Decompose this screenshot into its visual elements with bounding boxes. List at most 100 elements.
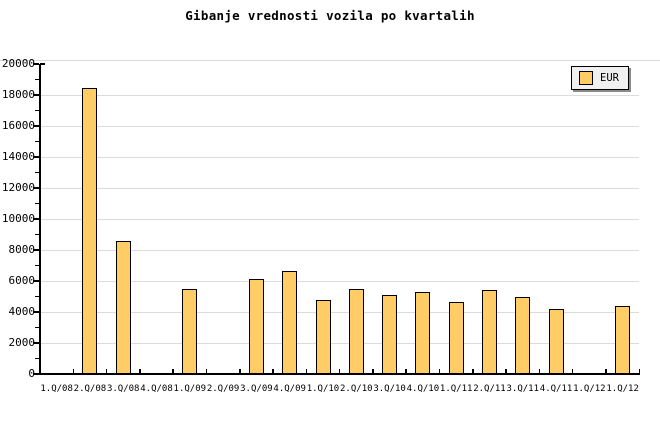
gridline	[40, 218, 640, 220]
x-axis-tick	[338, 369, 341, 374]
y-axis-minor-tick	[35, 203, 39, 204]
x-axis-label: 1.Q/08	[40, 384, 73, 394]
x-axis-line	[38, 373, 640, 375]
y-axis-line	[38, 64, 41, 374]
y-axis-tick-label: 10000	[1, 212, 35, 225]
bar	[248, 279, 264, 374]
x-axis-tick	[72, 369, 75, 374]
x-axis-label: 3.Q/11	[506, 384, 539, 394]
legend-swatch-icon	[579, 71, 593, 85]
chart-title: Gibanje vrednosti vozila po kvartalih	[185, 8, 475, 23]
x-axis-label: 1.Q/12	[573, 384, 606, 394]
legend-label: EUR	[600, 72, 619, 84]
gridline	[40, 342, 640, 344]
y-axis-major-tick	[33, 94, 39, 96]
y-axis-tick-label: 20000	[1, 57, 35, 70]
x-axis-tick	[405, 369, 407, 374]
x-axis-tick	[205, 369, 208, 374]
x-axis-tick	[472, 369, 474, 374]
bar	[415, 291, 431, 374]
y-axis-tick-label: 2000	[8, 336, 36, 349]
x-axis-tick	[139, 369, 141, 374]
y-axis-tick-label: 4000	[8, 305, 36, 318]
x-axis-label: 1.Q/10	[306, 384, 340, 394]
x-axis-label: 3.Q/08	[106, 384, 140, 394]
y-axis-tick-label: 0	[28, 367, 35, 380]
x-axis-tick	[39, 369, 41, 374]
y-axis-major-tick	[33, 156, 39, 158]
bar	[615, 305, 631, 374]
x-axis-label: 1.Q/11	[439, 384, 473, 394]
bar	[481, 290, 497, 374]
x-axis-tick	[239, 369, 241, 374]
x-axis-tick	[538, 369, 541, 374]
x-axis-label: 2.Q/11	[473, 384, 506, 394]
y-axis-minor-tick	[35, 296, 39, 297]
bar	[315, 300, 331, 374]
bar	[515, 296, 531, 374]
y-axis-minor-tick	[35, 327, 39, 328]
y-axis-major-tick	[33, 125, 39, 127]
bar	[282, 270, 298, 374]
bar	[382, 294, 398, 374]
x-axis-label: 2.Q/09	[206, 384, 240, 394]
x-axis-label: 2.Q/10	[340, 384, 373, 394]
title-separator-line	[0, 60, 660, 61]
y-axis-tick-label: 12000	[1, 181, 35, 194]
y-axis-tick-label: 8000	[8, 243, 36, 256]
legend: EUR	[571, 66, 629, 90]
x-axis-label: 1.Q/12	[606, 384, 639, 394]
bar	[182, 288, 198, 374]
x-axis-tick	[505, 369, 507, 374]
y-axis-minor-tick	[35, 141, 39, 142]
x-axis-tick	[372, 369, 374, 374]
y-axis-major-tick	[33, 311, 39, 313]
bar	[348, 288, 364, 374]
y-axis-tick-label: 14000	[1, 150, 35, 163]
x-axis-label: 4.Q/09	[273, 384, 306, 394]
gridline	[40, 125, 640, 127]
y-axis-tick-label: 6000	[8, 274, 36, 287]
x-axis-tick	[272, 369, 274, 374]
x-axis-label: 4.Q/08	[140, 384, 173, 394]
y-axis-minor-tick	[35, 79, 39, 80]
x-axis-tick	[172, 369, 174, 374]
y-axis-major-tick	[33, 280, 39, 282]
gridline	[40, 187, 640, 189]
gridline	[40, 311, 640, 313]
gridline	[40, 94, 640, 96]
x-axis-label: 3.Q/10	[373, 384, 406, 394]
gridline	[40, 156, 640, 158]
x-axis-tick	[438, 369, 441, 374]
bar	[82, 88, 98, 374]
y-axis-major-tick	[33, 187, 39, 189]
y-axis-minor-tick	[35, 172, 39, 173]
x-axis-label: 3.Q/09	[240, 384, 273, 394]
y-axis-major-tick	[33, 63, 39, 65]
y-axis-major-tick	[33, 249, 39, 251]
gridline	[40, 249, 640, 251]
y-axis-minor-tick	[35, 234, 39, 235]
bar	[115, 240, 131, 374]
x-axis-label: 4.Q/11	[539, 384, 573, 394]
y-axis-minor-tick	[35, 265, 39, 266]
bar	[548, 308, 564, 374]
y-axis-tick-label: 16000	[1, 119, 35, 132]
x-axis-tick	[605, 369, 607, 374]
x-axis-tick	[638, 369, 641, 374]
y-axis-tick-label: 18000	[1, 88, 35, 101]
y-axis-major-tick	[33, 342, 39, 344]
y-axis-top-tick	[40, 63, 45, 65]
y-axis-major-tick	[33, 373, 39, 375]
x-axis-tick	[105, 369, 108, 374]
gridline	[40, 280, 640, 282]
y-axis-minor-tick	[35, 110, 39, 111]
y-axis-minor-tick	[35, 358, 39, 359]
x-axis-label: 2.Q/08	[73, 384, 107, 394]
bar	[448, 301, 464, 374]
x-axis-tick	[305, 369, 308, 374]
y-axis-major-tick	[33, 218, 39, 220]
x-axis-label: 4.Q/10	[406, 384, 440, 394]
x-axis-tick	[571, 369, 574, 374]
